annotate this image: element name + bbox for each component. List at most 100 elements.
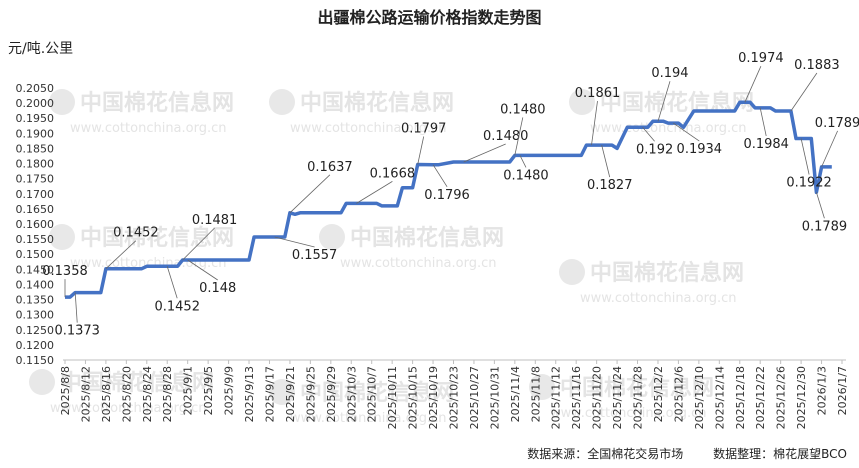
x-tick-label: 2025/8/24 [141,366,154,422]
data-label-leader [514,117,524,156]
x-tick-label: 2025/12/14 [713,366,726,429]
x-tick-label: 2025/10/23 [448,366,461,429]
svg-text:中国棉花信息网: 中国棉花信息网 [60,370,214,396]
x-tick-label: 2025/9/29 [325,366,338,422]
data-label-leader [673,122,700,142]
svg-text:中国棉花信息网: 中国棉花信息网 [560,375,714,401]
x-tick-label: 2025/11/8 [529,366,542,422]
data-label-leader [519,155,527,168]
data-labels: 0.1358 0.1373 0.1452 0.1452 0.1481 0.148 0.163… [42,51,859,338]
x-tick-label: 2025/10/3 [345,366,358,422]
data-label-leader [790,72,818,112]
data-label: 0.1358 [42,264,88,279]
data-label: 0.1861 [575,86,621,101]
svg-text:中国棉花信息网: 中国棉花信息网 [80,225,234,251]
data-label-leader [432,164,448,188]
y-tick-label: 0.1650 [16,203,55,216]
svg-text:www.cottonchina.org.cn: www.cottonchina.org.cn [290,121,447,136]
data-label-leader [759,107,767,136]
x-tick-label: 2025/8/28 [161,366,174,422]
watermark: 中国棉花信息网 www.cottonchina.org.cn [269,89,454,136]
x-tick-label: 2025/12/22 [754,366,767,429]
x-tick-label: 2026/1/7 [836,366,849,415]
x-tick-label: 2025/11/16 [570,366,583,429]
y-tick-label: 0.1350 [16,294,55,307]
data-label-leader [463,143,506,163]
x-tick-label: 2025/12/10 [693,366,706,429]
data-label: 0.1934 [677,142,723,157]
x-tick-label: 2025/8/16 [100,366,113,422]
y-tick-label: 0.1150 [16,354,55,367]
data-label: 0.194 [651,66,688,81]
x-tick-label: 2025/9/25 [304,366,317,422]
y-tick-label: 0.1550 [16,233,55,246]
data-source-text: 数据来源：全国棉花交易市场 [527,447,684,461]
footer: 数据来源：全国棉花交易市场 数据整理：棉花展望BCO [501,445,847,462]
svg-text:中国棉花信息网: 中国棉花信息网 [590,260,744,286]
x-tick-label: 2025/9/1 [182,366,195,415]
data-label: 0.1481 [192,213,238,228]
data-label: 0.1480 [483,129,529,144]
svg-text:中国棉花信息网: 中国棉花信息网 [300,90,454,116]
x-tick-label: 2026/1/3 [816,366,829,415]
x-tick-label: 2025/11/24 [611,366,624,429]
data-label: 0.1827 [587,178,633,193]
svg-text:www.cottonchina.org.cn: www.cottonchina.org.cn [50,401,207,416]
data-label: 0.1789 [802,219,848,234]
axes: 0.1150 0.1200 0.1250 0.1300 0.1350 0.1400 0.14… [16,82,850,429]
chart-title: 出疆棉公路运输价格指数走势图 [317,8,542,27]
y-tick-label: 0.1800 [16,158,55,171]
data-label: 0.1557 [292,248,338,263]
data-label-leader [187,259,218,281]
y-axis-unit-label: 元/吨.公里 [8,41,74,57]
data-label: 0.1373 [54,324,100,339]
data-label: 0.1797 [401,121,447,136]
y-tick-label: 0.1600 [16,218,55,231]
x-tick-label: 2025/12/2 [652,366,665,422]
svg-text:www.cottonchina.org.cn: www.cottonchina.org.cn [70,121,227,136]
data-label-leader [657,81,671,122]
svg-text:www.cottonchina.org.cn: www.cottonchina.org.cn [340,256,497,271]
data-label-leader [105,240,137,269]
svg-text:www.cottonchina.org.cn: www.cottonchina.org.cn [550,406,707,421]
data-label-leader [601,145,611,178]
data-label: 0.1883 [794,58,840,73]
y-tick-label: 0.1200 [16,339,55,352]
data-label: 0.1637 [307,160,353,175]
x-tick-label: 2025/10/31 [488,366,501,429]
data-label: 0.1984 [743,137,789,152]
x-tick-label: 2025/11/20 [591,366,604,429]
y-tick-label: 0.1400 [16,278,55,291]
y-tick-label: 0.1900 [16,127,55,140]
svg-text:www.cottonchina.org.cn: www.cottonchina.org.cn [580,291,737,306]
y-tick-label: 0.1500 [16,248,55,261]
data-label: 0.1452 [154,299,200,314]
y-tick-label: 0.1950 [16,112,55,125]
watermark: 中国棉花信息网 www.cottonchina.org.cn [29,369,214,416]
x-tick-label: 2025/11/4 [509,366,522,422]
series-layer [65,100,832,299]
svg-text:www.cottonchina.org.cn: www.cottonchina.org.cn [290,411,447,426]
x-tick-label: 2025/12/18 [734,366,747,429]
x-tick-label: 2025/9/13 [243,366,256,422]
data-label-leader [821,130,838,168]
watermark: 中国棉花信息网 www.cottonchina.org.cn [529,374,714,421]
x-tick-label: 2025/10/15 [407,366,420,429]
data-label-leader [182,227,215,261]
y-tick-label: 0.1450 [16,263,55,276]
x-tick-label: 2025/11/28 [632,366,645,429]
watermark: 中国棉花信息网 www.cottonchina.org.cn [559,259,744,306]
data-label-leader [274,236,315,248]
x-tick-label: 2025/12/6 [672,366,685,422]
x-tick-label: 2025/10/27 [468,366,481,429]
data-label-leader [74,292,78,323]
data-label-leader [642,127,655,142]
x-tick-label: 2025/10/19 [427,366,440,429]
x-tick-label: 2025/12/30 [795,366,808,429]
x-tick-label: 2025/9/21 [284,366,297,422]
y-tick-label: 0.1300 [16,309,55,322]
